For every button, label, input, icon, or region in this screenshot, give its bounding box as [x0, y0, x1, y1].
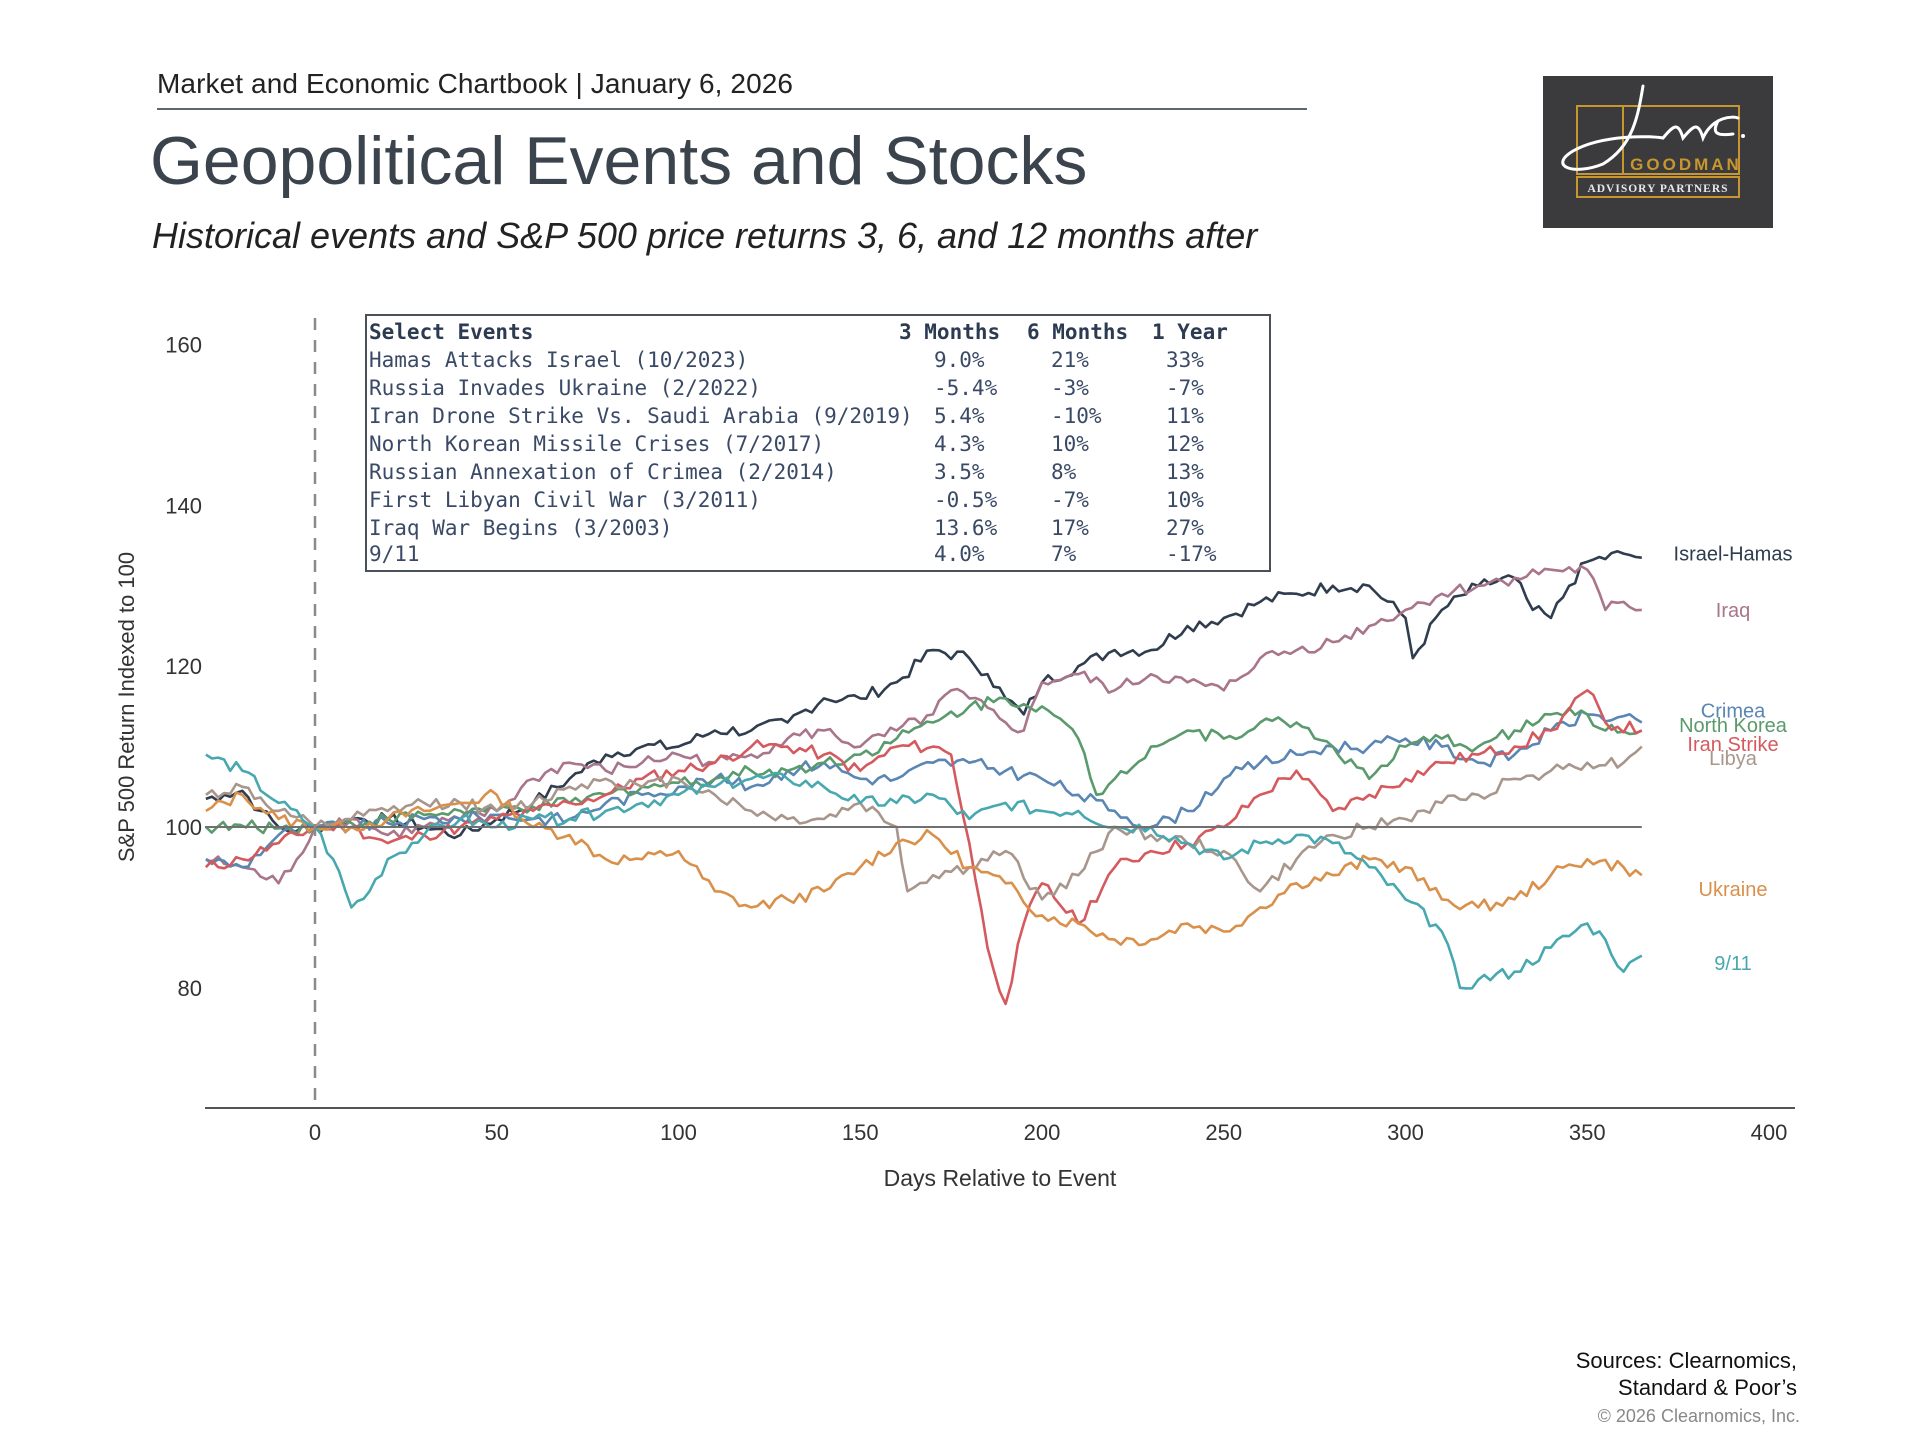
series-label: Libya: [1709, 748, 1758, 770]
return-3m: 3.5%: [934, 460, 985, 484]
series-line-crimea: [205, 709, 1643, 869]
return-3m: -0.5%: [934, 488, 998, 512]
event-name: Iran Drone Strike Vs. Saudi Arabia (9/20…: [369, 404, 913, 428]
series-line-north-korea: [204, 696, 1643, 835]
return-1y: 13%: [1166, 460, 1204, 484]
series-label: Crimea: [1701, 700, 1766, 722]
return-1y: 27%: [1166, 516, 1204, 540]
return-6m: 17%: [1051, 516, 1089, 540]
x-tick-label: 350: [1569, 1120, 1606, 1145]
event-name: Iraq War Begins (3/2003): [369, 516, 673, 540]
x-tick-label: 400: [1751, 1120, 1788, 1145]
x-axis-title: Days Relative to Event: [884, 1165, 1117, 1191]
return-3m: 4.0%: [934, 542, 985, 566]
return-3m: 4.3%: [934, 432, 985, 456]
sources-line-2: Standard & Poor’s: [1618, 1375, 1797, 1400]
sources-note: Sources: Clearnomics, Standard & Poor’s: [1576, 1347, 1797, 1401]
return-3m: 9.0%: [934, 348, 985, 372]
return-3m: 5.4%: [934, 404, 985, 428]
return-1y: -17%: [1166, 542, 1217, 566]
x-tick-label: 200: [1024, 1120, 1061, 1145]
y-tick-label: 140: [165, 493, 202, 518]
page-title: Geopolitical Events and Stocks: [150, 123, 1088, 199]
axes-layer: 0 50 100 150 200 250 300 350 400 80 100 120 140 160: [165, 318, 1795, 1145]
x-tick-label: 250: [1205, 1120, 1242, 1145]
return-6m: 7%: [1051, 542, 1077, 566]
series-label: Israel-Hamas: [1674, 544, 1793, 566]
return-6m: 21%: [1051, 348, 1089, 372]
event-name: First Libyan Civil War (3/2011): [369, 488, 761, 512]
chartbook-header: Market and Economic Chartbook | January …: [157, 68, 794, 99]
return-3m: 13.6%: [934, 516, 998, 540]
return-6m: -10%: [1051, 404, 1102, 428]
event-name: North Korean Missile Crises (7/2017): [369, 432, 825, 456]
header-events: Select Events: [369, 320, 534, 344]
header-6-months: 6 Months: [1027, 320, 1129, 344]
return-1y: 33%: [1166, 348, 1204, 372]
series-label: Iraq: [1716, 600, 1750, 622]
event-name: Russia Invades Ukraine (2/2022): [369, 376, 761, 400]
logo-name: GOODMAN: [1630, 155, 1742, 174]
x-tick-label: 100: [660, 1120, 697, 1145]
header-divider: [157, 108, 1307, 110]
return-1y: 12%: [1166, 432, 1204, 456]
series-label: Ukraine: [1699, 879, 1768, 901]
header-1-year: 1 Year: [1152, 320, 1228, 344]
copyright: © 2026 Clearnomics, Inc.: [1597, 1406, 1800, 1426]
company-logo: GOODMAN ADVISORY PARTNERS: [1543, 76, 1773, 228]
return-1y: -7%: [1166, 376, 1204, 400]
series-label: 9/11: [1714, 953, 1751, 975]
return-6m: 8%: [1051, 460, 1077, 484]
series-label: Iran Strike: [1687, 734, 1778, 756]
page-subtitle: Historical events and S&P 500 price retu…: [152, 215, 1258, 256]
event-name: Hamas Attacks Israel (10/2023): [369, 348, 749, 372]
sources-line-1: Sources: Clearnomics,: [1575, 1348, 1797, 1373]
y-tick-label: 120: [165, 654, 202, 679]
header-3-months: 3 Months: [899, 320, 1001, 344]
return-3m: -5.4%: [934, 376, 998, 400]
return-1y: 11%: [1166, 404, 1204, 428]
series-line-9-11: [205, 753, 1643, 990]
events-table: Select Events 3 Months 6 Months 1 Year H…: [365, 314, 1271, 572]
y-axis-title: S&P 500 Return Indexed to 100: [114, 552, 139, 862]
x-tick-label: 150: [842, 1120, 879, 1145]
return-1y: 10%: [1166, 488, 1204, 512]
series-label: North Korea: [1679, 715, 1788, 737]
x-tick-label: 0: [309, 1120, 321, 1145]
series-line-libya: [205, 745, 1643, 901]
x-tick-label: 50: [485, 1120, 509, 1145]
series-layer: [204, 550, 1643, 1006]
x-tick-label: 300: [1387, 1120, 1424, 1145]
return-6m: 10%: [1051, 432, 1089, 456]
series-line-iraq: [205, 565, 1642, 885]
y-tick-label: 100: [165, 815, 202, 840]
logo-tagline: ADVISORY PARTNERS: [1587, 183, 1728, 195]
logo-mark: GOODMAN ADVISORY PARTNERS: [1561, 84, 1745, 198]
series-line-israel-hamas: [205, 550, 1642, 840]
y-tick-label: 160: [165, 333, 202, 358]
series-line-iran-strike: [204, 689, 1643, 1006]
return-6m: -3%: [1051, 376, 1089, 400]
return-6m: -7%: [1051, 488, 1089, 512]
event-name: 9/11: [369, 542, 420, 566]
series-line-ukraine: [205, 788, 1643, 947]
event-name: Russian Annexation of Crimea (2/2014): [369, 460, 837, 484]
y-tick-label: 80: [178, 976, 202, 1001]
